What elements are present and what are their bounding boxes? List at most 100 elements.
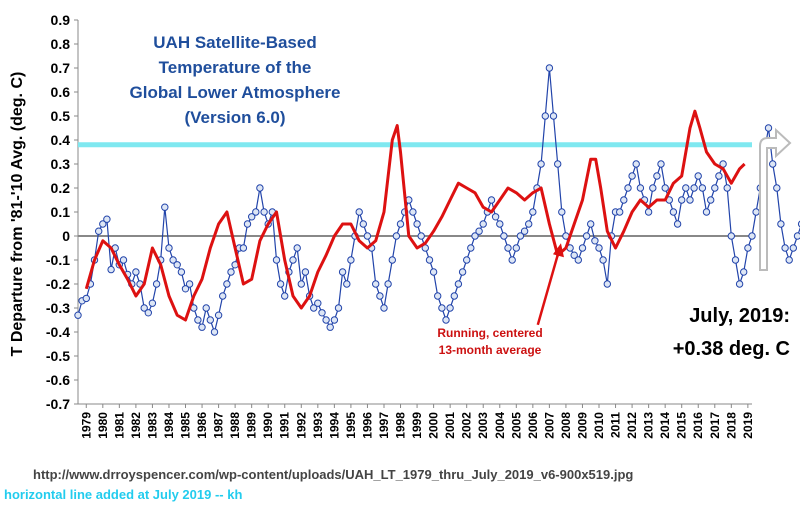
annotation-arrow-head xyxy=(552,243,564,258)
running-average-series xyxy=(84,109,746,322)
monthly-point xyxy=(587,220,595,228)
x-tick-label: 2018 xyxy=(724,412,738,439)
title-line: (Version 6.0) xyxy=(184,108,286,127)
monthly-point xyxy=(624,184,632,192)
monthly-point xyxy=(173,261,181,269)
monthly-point xyxy=(644,208,653,216)
monthly-point xyxy=(95,227,103,235)
monthly-point xyxy=(181,285,190,293)
monthly-point xyxy=(132,268,140,276)
monthly-point xyxy=(516,232,525,240)
monthly-point xyxy=(322,316,330,324)
monthly-point xyxy=(148,299,157,307)
monthly-point xyxy=(243,220,252,228)
monthly-point xyxy=(673,220,682,228)
monthly-point xyxy=(442,316,450,324)
x-tick-label: 1988 xyxy=(228,412,242,439)
monthly-point xyxy=(359,220,367,228)
monthly-point xyxy=(330,316,339,324)
monthly-point xyxy=(165,244,173,252)
x-tick-label: 2005 xyxy=(509,412,523,439)
monthly-point xyxy=(417,232,425,240)
monthly-point xyxy=(144,309,153,317)
monthly-point xyxy=(463,256,471,264)
monthly-point xyxy=(475,227,483,235)
x-tick-label: 2010 xyxy=(592,412,606,439)
monthly-point xyxy=(454,280,463,288)
source-url: http://www.drroyspencer.com/wp-content/u… xyxy=(33,467,634,482)
x-tick-label: 2017 xyxy=(708,412,722,439)
x-tick-label: 2004 xyxy=(493,412,507,439)
monthly-point xyxy=(289,256,297,264)
monthly-point xyxy=(508,256,516,264)
monthly-point xyxy=(500,232,508,240)
monthly-point xyxy=(169,256,177,264)
monthly-point xyxy=(223,280,231,288)
x-tick-label: 2013 xyxy=(642,412,656,439)
monthly-point xyxy=(735,280,744,288)
monthly-point xyxy=(227,268,235,276)
monthly-point xyxy=(310,304,318,312)
x-tick-label: 1991 xyxy=(278,412,292,439)
monthly-point xyxy=(661,184,669,192)
monthly-point xyxy=(777,220,785,228)
monthly-point xyxy=(467,244,475,252)
monthly-point xyxy=(529,208,537,216)
callout-line: July, 2019: xyxy=(689,305,790,327)
monthly-point xyxy=(107,265,115,274)
monthly-point xyxy=(314,299,322,307)
x-tick-label: 1992 xyxy=(294,412,308,439)
monthly-point xyxy=(491,213,500,221)
x-tick-label: 1981 xyxy=(112,412,126,439)
x-tick-label: 1997 xyxy=(377,412,391,439)
monthly-point xyxy=(239,244,248,252)
monthly-point xyxy=(620,196,628,204)
monthly-point xyxy=(119,256,128,264)
monthly-point xyxy=(326,323,334,331)
monthly-point xyxy=(731,256,740,264)
monthly-point xyxy=(219,292,227,300)
monthly-point xyxy=(678,196,686,204)
x-tick-label: 1982 xyxy=(129,412,143,439)
monthly-point xyxy=(479,220,487,228)
y-tick-label: -0.2 xyxy=(46,276,70,292)
x-tick-label: 2015 xyxy=(675,412,689,439)
monthly-point xyxy=(206,316,215,324)
monthly-point xyxy=(595,244,603,252)
monthly-point xyxy=(161,203,169,211)
monthly-point xyxy=(582,232,591,240)
monthly-point xyxy=(520,227,529,235)
y-tick-label: 0.3 xyxy=(51,156,71,172)
monthly-point xyxy=(458,268,467,276)
monthly-point xyxy=(669,208,678,216)
monthly-point xyxy=(748,232,756,240)
monthly-point xyxy=(434,292,442,300)
x-tick-label: 2000 xyxy=(427,412,441,439)
monthly-point xyxy=(574,256,582,264)
monthly-point xyxy=(549,112,558,120)
x-tick-label: 2014 xyxy=(658,412,672,439)
monthly-point xyxy=(545,64,554,72)
monthly-point xyxy=(744,244,752,252)
monthly-point xyxy=(99,220,107,228)
x-tick-label: 1986 xyxy=(195,412,209,439)
y-tick-label: 0.5 xyxy=(51,108,71,124)
monthly-point xyxy=(396,220,405,228)
x-tick-label: 1985 xyxy=(179,412,193,439)
y-tick-label: 0.4 xyxy=(51,132,71,148)
chart-title: UAH Satellite-Based Temperature of the G… xyxy=(110,30,360,130)
monthly-point xyxy=(789,244,797,252)
y-tick-label: -0.6 xyxy=(46,372,70,388)
monthly-point xyxy=(343,280,351,288)
monthly-point xyxy=(198,323,206,331)
annotation-line: 13-month average xyxy=(438,343,542,357)
monthly-point xyxy=(272,256,281,264)
x-tick-label: 1993 xyxy=(311,412,325,439)
monthly-point xyxy=(140,304,148,312)
monthly-point xyxy=(281,292,289,300)
monthly-point xyxy=(541,112,549,120)
x-tick-label: 2003 xyxy=(476,412,490,439)
x-tick-label: 2001 xyxy=(443,412,457,439)
monthly-point xyxy=(202,304,210,312)
monthly-point xyxy=(657,160,665,168)
